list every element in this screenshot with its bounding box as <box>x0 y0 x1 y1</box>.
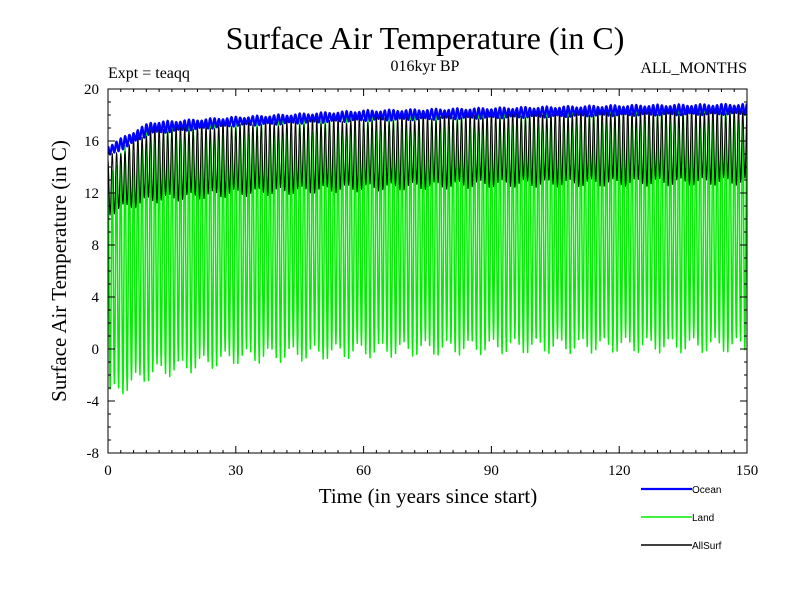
legend-label-land: Land <box>692 513 714 524</box>
y-tick-label: 0 <box>92 342 100 358</box>
x-tick-label: 150 <box>736 463 759 479</box>
y-tick-label: 20 <box>84 82 99 98</box>
y-tick-label: 8 <box>92 238 100 254</box>
x-tick-label: 0 <box>104 463 112 479</box>
experiment-label: Expt = teaqq <box>108 65 190 82</box>
x-tick-label: 90 <box>484 463 499 479</box>
series-layer <box>108 102 747 395</box>
y-tick-label: 12 <box>84 186 99 202</box>
x-axis-label: Time (in years since start) <box>319 484 538 508</box>
period-label: 016kyr BP <box>391 58 460 75</box>
x-tick-label: 60 <box>356 463 371 479</box>
legend-label-allsurf: AllSurf <box>692 541 722 552</box>
y-tick-label: 16 <box>84 134 100 150</box>
series-line-land <box>108 105 747 395</box>
y-axis-label: Surface Air Temperature (in C) <box>47 140 71 402</box>
y-tick-label: -8 <box>87 446 100 462</box>
legend: Ocean Land AllSurf <box>641 485 722 552</box>
legend-label-ocean: Ocean <box>692 485 721 496</box>
y-tick-label: 4 <box>92 290 100 306</box>
chart-title: Surface Air Temperature (in C) <box>226 20 625 56</box>
x-tick-label: 30 <box>228 463 243 479</box>
y-tick-label: -4 <box>87 394 100 410</box>
months-label: ALL_MONTHS <box>640 60 747 77</box>
ticks-layer: 0 30 60 90 120 150 -8 -4 0 4 8 12 16 20 <box>84 82 758 479</box>
series-line-ocean <box>108 102 747 156</box>
x-tick-label: 120 <box>608 463 631 479</box>
